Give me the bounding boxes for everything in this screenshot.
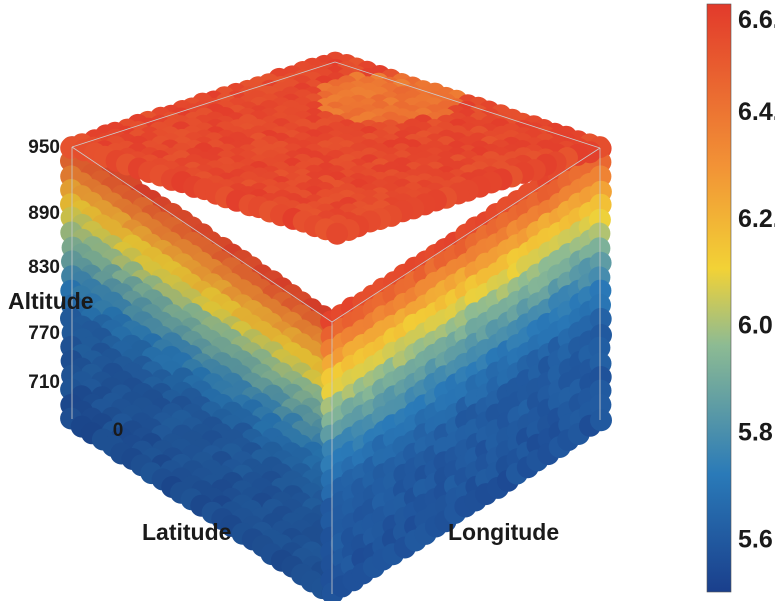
voxel-point (326, 223, 348, 245)
altitude-tick-label: 0 (113, 420, 124, 441)
altitude-tick-label: 950 (28, 137, 60, 158)
altitude-tick-label: 770 (28, 323, 60, 344)
altitude-tick-label: 710 (28, 372, 60, 393)
longitude-axis-label: Longitude (448, 519, 559, 545)
altitude-tick-label: 830 (28, 257, 60, 278)
altitude-axis-label: Altitude (8, 288, 94, 314)
colorbar-tick-label: 6.6. (738, 6, 775, 34)
latitude-axis-label: Latitude (142, 519, 231, 545)
colorbar-tick-label: 6.0 (738, 312, 773, 340)
colorbar-tick-label: 6.4. (738, 98, 775, 126)
altitude-tick-label: 890 (28, 203, 60, 224)
colorbar-tick-label: 5.8 (738, 419, 773, 447)
voxel-point (590, 409, 612, 431)
colorbar (707, 4, 731, 592)
colorbar-tick-label: 6.2. (738, 205, 775, 233)
colorbar-ticks: 6.6. 6.4. 6.2. 6.0 5.8 5.6 (738, 6, 775, 554)
colorbar-tick-label: 5.6 (738, 526, 773, 554)
